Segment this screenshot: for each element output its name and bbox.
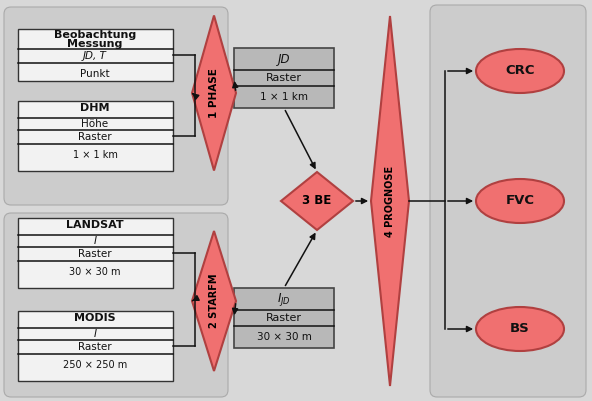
- Text: Messung: Messung: [67, 39, 123, 49]
- Text: Raster: Raster: [78, 132, 112, 142]
- Polygon shape: [192, 16, 236, 170]
- Ellipse shape: [476, 49, 564, 93]
- Bar: [234, 288, 334, 348]
- Bar: [234, 48, 334, 108]
- FancyBboxPatch shape: [430, 5, 586, 397]
- Bar: [18, 29, 172, 81]
- Text: 1 × 1 km: 1 × 1 km: [73, 150, 117, 160]
- Text: Raster: Raster: [78, 342, 112, 352]
- Text: FVC: FVC: [506, 194, 535, 207]
- Text: Raster: Raster: [266, 73, 302, 83]
- Text: 3 BE: 3 BE: [303, 194, 332, 207]
- Text: I: I: [94, 329, 96, 339]
- Text: 1 × 1 km: 1 × 1 km: [260, 92, 308, 102]
- Text: $I_{JD}$: $I_{JD}$: [277, 290, 291, 308]
- Text: DHM: DHM: [81, 103, 110, 113]
- FancyBboxPatch shape: [4, 213, 228, 397]
- Bar: [18, 218, 172, 288]
- Ellipse shape: [476, 307, 564, 351]
- Text: JD: JD: [278, 53, 290, 65]
- Text: Raster: Raster: [78, 249, 112, 259]
- Text: 30 × 30 m: 30 × 30 m: [69, 267, 121, 277]
- Bar: [18, 311, 172, 381]
- Polygon shape: [192, 231, 236, 371]
- Text: 1 PHASE: 1 PHASE: [209, 68, 219, 118]
- Text: 250 × 250 m: 250 × 250 m: [63, 360, 127, 370]
- Polygon shape: [281, 172, 353, 230]
- Text: JD, T: JD, T: [83, 51, 107, 61]
- Text: CRC: CRC: [505, 65, 535, 77]
- Text: BS: BS: [510, 322, 530, 336]
- Polygon shape: [371, 16, 409, 386]
- Text: Beobachtung: Beobachtung: [54, 30, 136, 40]
- Text: Höhe: Höhe: [82, 119, 108, 129]
- Text: 4 PROGNOSE: 4 PROGNOSE: [385, 166, 395, 237]
- Ellipse shape: [476, 179, 564, 223]
- Bar: [18, 101, 172, 171]
- Text: Raster: Raster: [266, 313, 302, 323]
- Text: I: I: [94, 236, 96, 246]
- FancyBboxPatch shape: [4, 7, 228, 205]
- Text: Punkt: Punkt: [80, 69, 110, 79]
- Text: MODIS: MODIS: [74, 313, 116, 323]
- Text: 30 × 30 m: 30 × 30 m: [256, 332, 311, 342]
- Text: LANDSAT: LANDSAT: [66, 220, 124, 230]
- Text: 2 STARFM: 2 STARFM: [209, 274, 219, 328]
